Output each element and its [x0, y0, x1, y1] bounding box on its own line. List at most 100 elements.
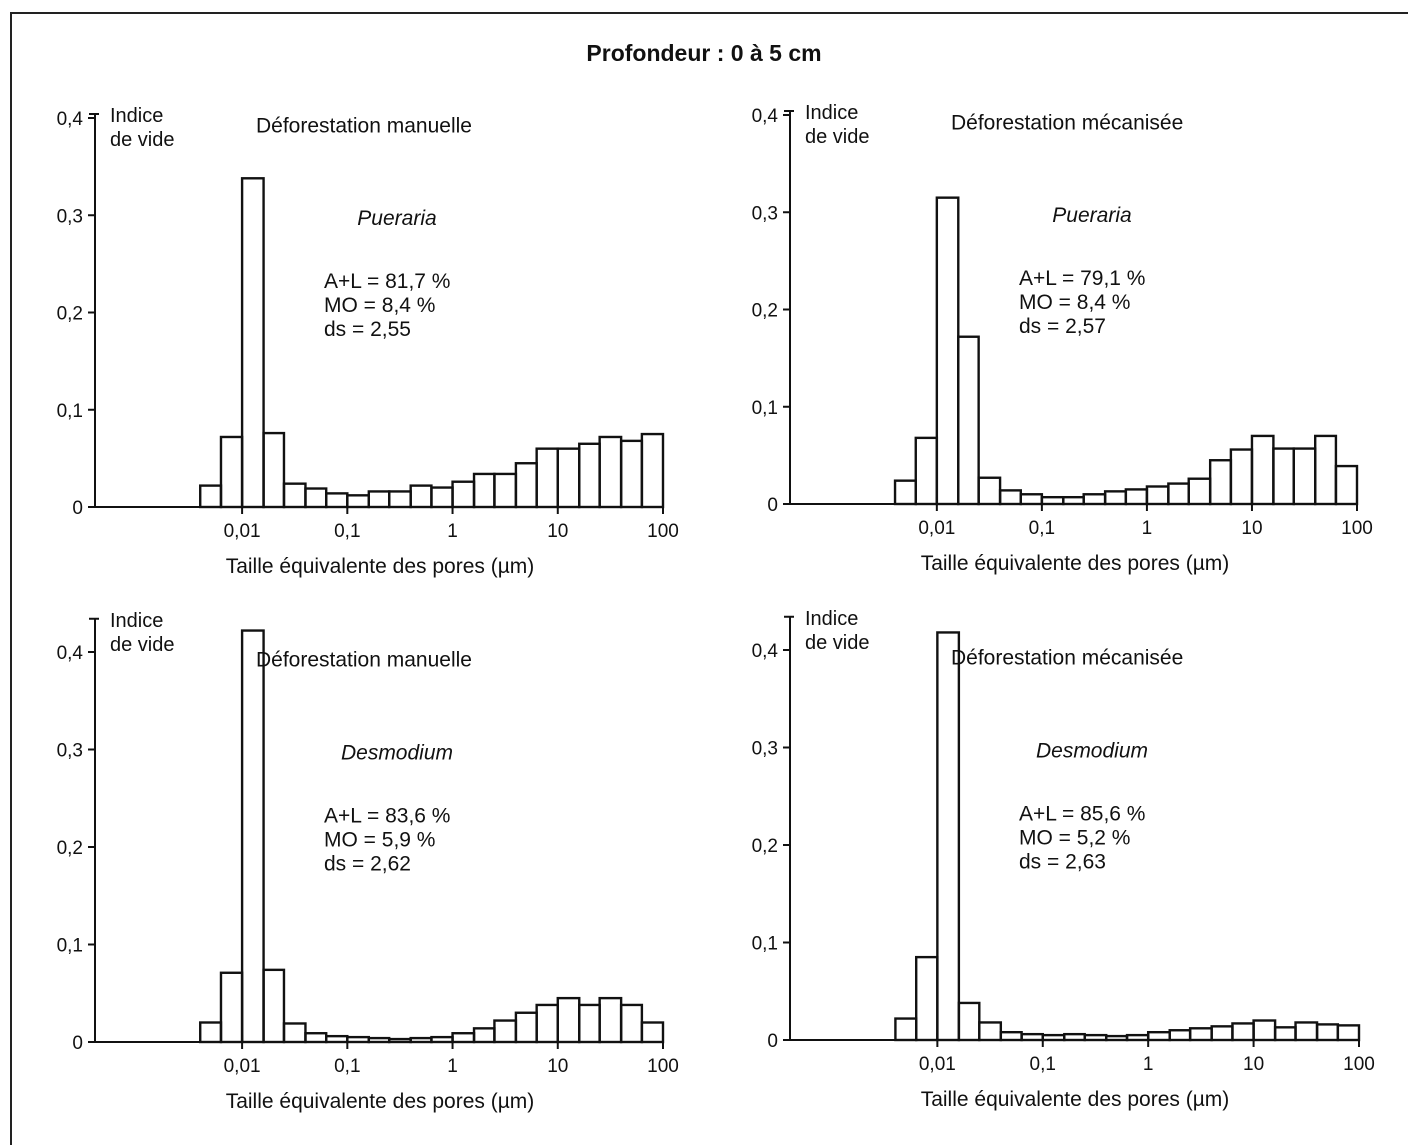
histogram-bar	[1315, 1023, 1340, 1042]
stats-line: A+L = 81,7 %	[324, 270, 450, 293]
histogram-bar	[1041, 1033, 1066, 1042]
histogram-bar	[894, 1017, 918, 1042]
y-tick-label: 0,3	[57, 206, 83, 227]
histogram-bar	[915, 955, 939, 1042]
y-tick-label: 0,1	[752, 398, 778, 419]
histogram-bar	[1336, 1024, 1361, 1042]
page-title: Profondeur : 0 à 5 cm	[586, 40, 822, 66]
y-tick-label: 0	[72, 1033, 83, 1054]
x-tick-label: 10	[1241, 518, 1262, 539]
x-tick-label: 10	[547, 521, 568, 542]
y-tick-label: 0,2	[57, 838, 83, 859]
y-tick-label: 0,1	[57, 401, 83, 422]
x-tick-label: 1	[447, 521, 458, 542]
stats-line: A+L = 85,6 %	[1019, 803, 1145, 826]
chart-subtitle: Déforestation manuelle	[256, 115, 472, 138]
y-axis-label: de vide	[110, 634, 175, 656]
histogram-bar	[1273, 1026, 1297, 1042]
x-axis-label: Taille équivalente des pores (µm)	[226, 1090, 535, 1113]
histogram-bar	[640, 432, 665, 509]
histogram-bar	[978, 1021, 1003, 1042]
y-axis-label: de vide	[805, 632, 870, 654]
y-tick-label: 0,4	[752, 641, 779, 662]
y-axis-label: Indice	[110, 610, 163, 632]
histogram-bar	[1168, 1029, 1192, 1042]
figure-frame	[10, 12, 1408, 1145]
x-tick-label: 100	[647, 521, 679, 542]
y-tick-label: 0,1	[752, 934, 778, 955]
y-axis-label: Indice	[805, 102, 858, 124]
y-tick-label: 0,2	[752, 301, 778, 322]
y-tick-label: 0,3	[57, 741, 83, 762]
histogram-bar	[1105, 1034, 1129, 1042]
stats-line: A+L = 79,1 %	[1019, 267, 1145, 290]
species-label: Pueraria	[357, 207, 436, 230]
y-tick-label: 0,3	[752, 739, 778, 760]
y-tick-label: 0,1	[57, 936, 83, 957]
y-tick-label: 0,2	[752, 836, 778, 857]
x-axis-label: Taille équivalente des pores (µm)	[921, 552, 1230, 575]
x-tick-label: 1	[1143, 1054, 1154, 1075]
histogram-bar	[1294, 1021, 1319, 1042]
y-tick-label: 0	[72, 498, 83, 519]
histogram-bar	[1146, 1030, 1171, 1042]
stats-line: ds = 2,57	[1019, 315, 1106, 338]
stats-line: A+L = 83,6 %	[324, 805, 450, 828]
histogram-bar	[240, 177, 265, 509]
y-tick-label: 0	[767, 495, 778, 516]
histogram-bar	[640, 1021, 665, 1044]
species-label: Desmodium	[1036, 739, 1148, 762]
x-tick-label: 100	[1343, 1054, 1375, 1075]
histogram-bar	[1125, 1033, 1150, 1042]
x-tick-label: 100	[647, 1056, 679, 1077]
histogram-bar	[262, 968, 286, 1044]
x-tick-label: 0,1	[334, 521, 360, 542]
histogram-bar	[1252, 1019, 1277, 1042]
histogram-bar	[957, 1001, 981, 1042]
histogram-bar	[1063, 1032, 1086, 1042]
stats-line: ds = 2,63	[1019, 851, 1106, 874]
y-axis-label: de vide	[805, 126, 870, 148]
histogram-bar	[1210, 1025, 1234, 1042]
y-tick-label: 0,4	[57, 109, 84, 130]
stats-line: ds = 2,55	[324, 318, 411, 341]
x-tick-label: 0,1	[1030, 1054, 1056, 1075]
x-tick-label: 0,01	[919, 1054, 956, 1075]
x-tick-label: 100	[1341, 518, 1373, 539]
histogram-bar	[999, 1030, 1023, 1042]
y-axis-label: Indice	[110, 105, 163, 127]
species-label: Desmodium	[341, 741, 453, 764]
chart-subtitle: Déforestation mécanisée	[951, 112, 1183, 135]
histogram-bar	[1334, 464, 1359, 506]
y-axis-label: Indice	[805, 608, 858, 630]
y-tick-label: 0	[767, 1031, 778, 1052]
stats-line: ds = 2,62	[324, 853, 411, 876]
x-tick-label: 10	[547, 1056, 568, 1077]
x-tick-label: 1	[447, 1056, 458, 1077]
stats-line: MO = 5,9 %	[324, 829, 435, 852]
histogram-bar	[1188, 1027, 1213, 1042]
y-axis-label: de vide	[110, 129, 175, 151]
stats-line: MO = 5,2 %	[1019, 827, 1130, 850]
chart-subtitle: Déforestation manuelle	[256, 649, 472, 672]
y-tick-label: 0,4	[752, 106, 779, 127]
x-tick-label: 0,1	[1029, 518, 1055, 539]
x-axis-label: Taille équivalente des pores (µm)	[226, 555, 535, 578]
histogram-bar	[1020, 1032, 1044, 1042]
y-tick-label: 0,2	[57, 304, 83, 325]
x-tick-label: 0,01	[918, 518, 955, 539]
histogram-bar	[957, 335, 980, 506]
y-tick-label: 0,4	[57, 643, 84, 664]
chart-subtitle: Déforestation mécanisée	[951, 647, 1183, 670]
histogram-bar	[240, 629, 265, 1044]
x-tick-label: 10	[1243, 1054, 1264, 1075]
x-tick-label: 0,01	[224, 1056, 261, 1077]
histogram-bar	[1231, 1022, 1255, 1042]
stats-line: MO = 8,4 %	[1019, 291, 1130, 314]
histogram-bar	[262, 431, 286, 509]
y-tick-label: 0,3	[752, 203, 778, 224]
